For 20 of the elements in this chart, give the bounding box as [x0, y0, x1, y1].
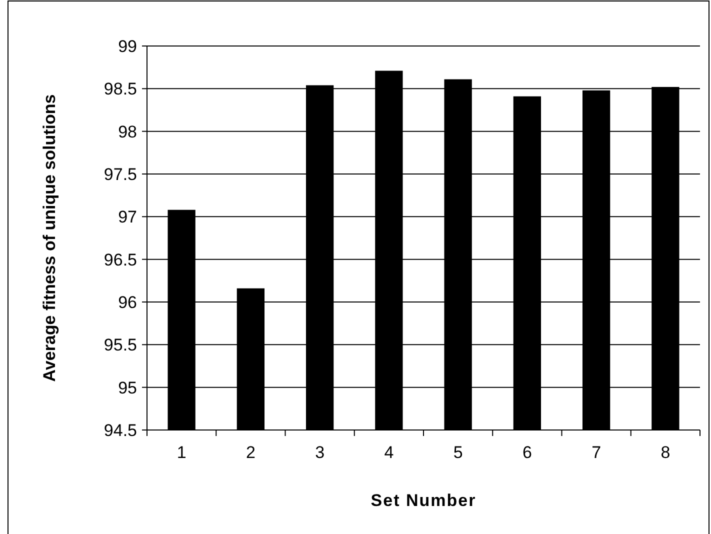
x-tick-label: 4 — [384, 443, 394, 462]
y-tick-label: 99 — [118, 36, 137, 56]
y-tick-label: 97 — [118, 208, 137, 227]
y-tick-label: 95.5 — [104, 336, 137, 355]
x-tick-label: 3 — [315, 443, 325, 462]
y-axis-title: Average fitness of unique solutions — [40, 94, 59, 382]
x-tick-label: 2 — [246, 443, 256, 462]
y-tick-label: 95 — [118, 378, 137, 398]
y-tick-label: 96.5 — [104, 250, 137, 270]
y-tick-label: 96 — [118, 292, 137, 312]
x-tick-label: 1 — [176, 443, 186, 462]
x-tick-label: 6 — [522, 443, 532, 462]
y-tick-label: 97.5 — [104, 164, 137, 184]
x-tick-label: 7 — [592, 443, 602, 462]
x-tick-label: 5 — [453, 443, 463, 462]
x-axis-title: Set Number — [370, 491, 476, 510]
y-tick-label: 94.5 — [104, 420, 137, 440]
x-tick-label: 8 — [660, 443, 670, 462]
y-tick-label: 98 — [118, 122, 137, 142]
y-tick-label: 98.5 — [104, 80, 137, 99]
